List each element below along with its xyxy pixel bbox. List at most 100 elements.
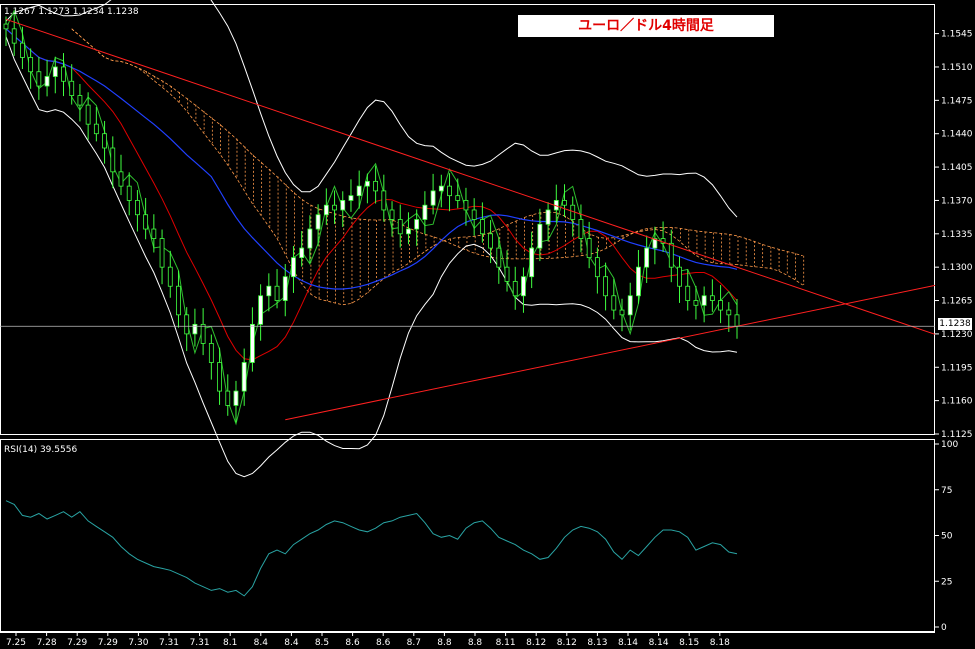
trend-line [285, 284, 936, 421]
candle-body [143, 214, 149, 230]
time-label: 8.14 [618, 638, 638, 648]
time-label: 8.6 [345, 638, 360, 648]
time-label: 7.28 [37, 638, 57, 648]
candle-body [208, 343, 214, 363]
rsi-tick-label: 75 [941, 486, 952, 496]
kijun-line [5, 28, 738, 290]
time-label: 8.8 [437, 638, 452, 648]
chikou-line [5, 9, 738, 426]
candle-body [364, 180, 370, 187]
time-label: 7.31 [190, 638, 210, 648]
time-label: 7.29 [67, 638, 87, 648]
candle-body [726, 309, 732, 316]
candle-body [521, 276, 526, 297]
candle-body [389, 209, 395, 220]
ichimoku-cloud [71, 28, 805, 306]
time-label: 8.7 [407, 638, 421, 648]
candle-body [348, 195, 354, 201]
candle-body [225, 390, 231, 406]
price-tick-label: 1.1405 [941, 163, 973, 173]
candle-body [447, 185, 452, 197]
candle-body [397, 219, 403, 235]
candle-body [693, 300, 699, 306]
candle-body [184, 314, 190, 335]
bollinger-bands [5, 0, 738, 478]
candle-body [52, 66, 58, 77]
candle-body [562, 200, 567, 206]
candle-body [36, 71, 42, 87]
time-label: 8.1 [223, 638, 237, 648]
candle-body [734, 314, 740, 327]
price-tick-label: 1.1300 [941, 263, 973, 273]
price-tick-label: 1.1440 [941, 130, 973, 140]
candle-body [496, 247, 502, 268]
candle-body [167, 266, 173, 287]
trend-lines [5, 18, 936, 421]
candle-body [709, 295, 715, 301]
candle-body [299, 247, 305, 259]
time-label: 8.14 [649, 638, 669, 648]
trend-line [5, 18, 936, 335]
candle-body [258, 295, 264, 325]
candle-body [685, 285, 691, 301]
time-label: 8.18 [710, 638, 730, 648]
candle-body [110, 147, 116, 173]
candle-body [636, 266, 641, 297]
candle-body [340, 200, 346, 211]
time-label: 8.15 [679, 638, 699, 648]
candle-body [718, 300, 723, 311]
rsi-tick-label: 25 [941, 577, 952, 587]
lower-band [5, 36, 738, 478]
candle-body [373, 180, 379, 192]
candle-body [537, 223, 543, 249]
candle-body [200, 323, 206, 344]
price-tick-label: 1.1195 [941, 363, 973, 373]
candle-body [28, 57, 34, 73]
candle-body [611, 295, 617, 311]
candle-body [159, 238, 165, 268]
candle-body [586, 238, 592, 259]
candle-body [315, 214, 321, 230]
candle-body [406, 228, 411, 235]
candle-body [307, 228, 313, 249]
rsi-label: RSI(14) 39.5556 [4, 445, 77, 455]
ohlc-header: 1.1267 1.1273 1.1234 1.1238 [4, 7, 139, 17]
candle-body [291, 257, 296, 278]
price-tick-label: 1.1475 [941, 96, 973, 106]
rsi-tick-label: 50 [941, 532, 953, 542]
candle-body [332, 204, 337, 211]
candle-body [61, 66, 66, 82]
cloud-span-a [71, 28, 803, 306]
time-label: 8.6 [376, 638, 391, 648]
candle-body [77, 95, 83, 106]
candle-body [151, 228, 157, 239]
candle-body [430, 190, 436, 206]
candle-body [266, 285, 272, 297]
price-tick-label: 1.1230 [941, 330, 973, 340]
time-label: 8.8 [468, 638, 483, 648]
candle-body [323, 204, 329, 216]
candle-body [594, 257, 600, 278]
price-tick-label: 1.1510 [941, 63, 973, 73]
candle-body [44, 76, 50, 87]
candle-body [529, 247, 535, 278]
chart-title-box: ユーロ／ドル4時間足 [518, 15, 774, 37]
time-label: 8.12 [526, 638, 546, 648]
candle-body [438, 185, 444, 192]
candle-body [11, 28, 17, 44]
candle-body [282, 276, 288, 301]
cloud-span-b [71, 28, 803, 260]
candle-body [102, 133, 107, 149]
price-tick-label: 1.1335 [941, 230, 973, 240]
candle-body [677, 266, 682, 287]
candle-body [668, 242, 674, 268]
candle-body [20, 42, 25, 58]
x-axis-labels: 7.25 7.28 7.29 7.29 7.30 7.31 7.31 8.1 8.4 8.4 8.5… [6, 632, 730, 648]
time-label: 7.29 [98, 638, 118, 648]
candle-body [455, 195, 461, 201]
candle-body [85, 104, 91, 125]
time-label: 7.30 [128, 638, 148, 648]
candle-body [192, 323, 198, 335]
candle-body [176, 285, 181, 316]
